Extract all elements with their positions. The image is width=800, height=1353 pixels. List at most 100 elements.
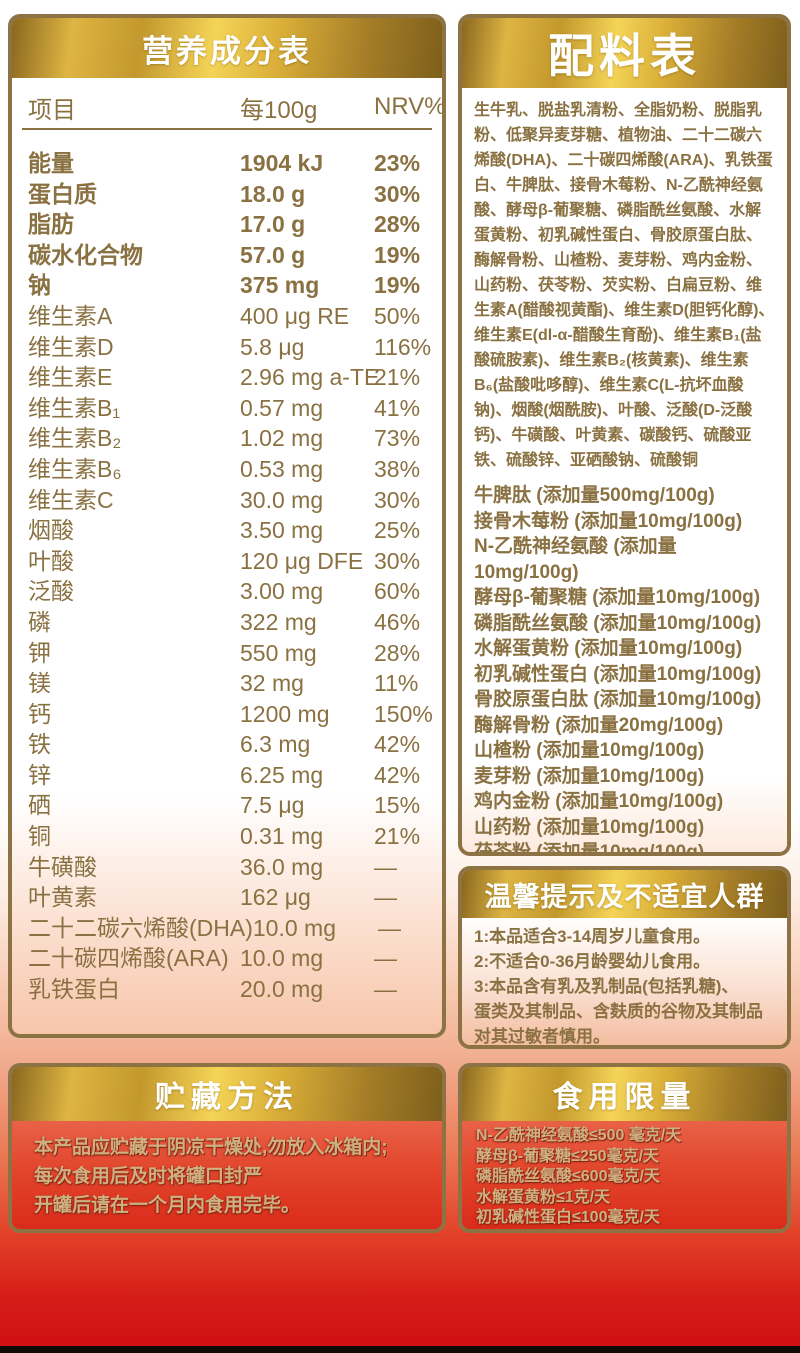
- limits-line: 磷脂酰丝氨酸≤600毫克/天: [476, 1168, 660, 1185]
- additive-line: 牛脾肽 (添加量500mg/100g): [474, 485, 715, 506]
- nutrient-nrv: 60%: [374, 578, 421, 605]
- nutrient-nrv: 11%: [374, 670, 419, 697]
- nutrition-table-row: 维生素B₁ 0.57 mg 41%: [12, 393, 442, 424]
- nutrient-name: 蛋白质: [28, 180, 97, 207]
- nutrition-table-row: 二十二碳六烯酸(DHA) 10.0 mg —: [12, 913, 442, 944]
- tips-body: 1:本品适合3-14周岁儿童食用。 2:不适合0-36月龄婴幼儿食用。 3:本品…: [462, 918, 787, 1045]
- nutrient-name: 牛磺酸: [28, 853, 97, 880]
- nutrient-nrv: 23%: [374, 150, 421, 176]
- nutrient-name: 二十二碳六烯酸(DHA): [28, 914, 253, 941]
- nutrient-name: 维生素B₂: [28, 425, 122, 452]
- nutrient-name: 镁: [28, 670, 51, 697]
- nutrient-value: 1904 kJ: [240, 150, 324, 176]
- nutrient-nrv: 28%: [374, 211, 421, 238]
- nutrient-name: 二十碳四烯酸(ARA): [28, 945, 229, 972]
- limits-line: 水解蛋黄粉≤1克/天: [476, 1188, 611, 1206]
- nutrient-nrv: 42%: [374, 761, 421, 788]
- nutrient-value: 30.0 mg: [240, 486, 324, 513]
- nutrient-name: 磷: [28, 608, 51, 635]
- column-header-item: 项目: [28, 96, 76, 124]
- nutrient-value: 18.0 g: [240, 180, 306, 207]
- tips-panel: 温馨提示及不适宜人群 1:本品适合3-14周岁儿童食用。 2:不适合0-36月龄…: [458, 866, 791, 1049]
- additive-line: N-乙酰神经氨酸 (添加量10mg/100g): [474, 536, 677, 583]
- tips-line: 对其过敏者慎用。: [474, 1027, 610, 1046]
- nutrition-table-row: 叶酸 120 μg DFE 30%: [12, 546, 442, 577]
- nutrient-value: 6.25 mg: [240, 761, 324, 788]
- nutrient-nrv: 19%: [374, 241, 421, 268]
- nutrient-nrv: 116%: [374, 333, 432, 360]
- tips-title: 温馨提示及不适宜人群: [484, 881, 765, 912]
- nutrition-facts-title: 营养成分表: [142, 33, 312, 69]
- nutrient-name: 乳铁蛋白: [28, 976, 120, 1003]
- nutrient-name: 维生素B₆: [28, 455, 122, 482]
- limits-title: 食用限量: [552, 1081, 697, 1114]
- nutrition-table-header-row: 项目 每100g NRV%: [12, 90, 442, 124]
- nutrient-name: 泛酸: [28, 578, 74, 605]
- nutrient-nrv: 73%: [374, 425, 421, 452]
- nutrition-table-row: 碳水化合物 57.0 g 19%: [12, 240, 442, 271]
- nutrition-table-row: 乳铁蛋白 20.0 mg —: [12, 974, 442, 1005]
- nutrition-table-row: 铜 0.31 mg 21%: [12, 821, 442, 852]
- additive-line: 酵母β-葡聚糖 (添加量10mg/100g): [474, 587, 761, 608]
- nutrient-value: 36.0 mg: [240, 853, 324, 880]
- nutrient-value: 6.3 mg: [240, 731, 311, 758]
- additive-line: 磷脂酰丝氨酸 (添加量10mg/100g): [474, 612, 762, 634]
- ingredients-panel: 配料表 生牛乳、脱盐乳清粉、全脂奶粉、脱脂乳粉、低聚异麦芽糖、植物油、二十二碳六…: [458, 14, 791, 856]
- nutrient-nrv: 25%: [374, 517, 421, 544]
- nutrition-table-row: 烟酸 3.50 mg 25%: [12, 515, 442, 546]
- tips-header: 温馨提示及不适宜人群: [462, 870, 787, 918]
- nutrient-value: 3.00 mg: [240, 578, 324, 605]
- nutrition-table-row: 脂肪 17.0 g 28%: [12, 209, 442, 240]
- limits-line: 初乳碱性蛋白≤100毫克/天: [476, 1209, 660, 1226]
- nutrient-name: 维生素D: [28, 333, 114, 360]
- nutrient-nrv: —: [374, 884, 397, 911]
- limits-line: 酵母β-葡聚糖≤250毫克/天: [476, 1147, 660, 1165]
- column-header-nrv: NRV%: [374, 93, 446, 120]
- nutrition-table-row: 锌 6.25 mg 42%: [12, 760, 442, 791]
- nutrient-name: 钠: [28, 272, 51, 299]
- nutrient-value: 0.57 mg: [240, 394, 324, 421]
- nutrition-table-row: 蛋白质 18.0 g 30%: [12, 179, 442, 210]
- additive-line: 接骨木莓粉 (添加量10mg/100g): [474, 510, 743, 532]
- nutrient-value: 375 mg: [240, 272, 320, 299]
- nutrition-table-body: 能量 1904 kJ 23% 蛋白质 18.0 g 30% 脂肪 17.0 g …: [12, 148, 442, 1005]
- nutrition-table-row: 钙 1200 mg 150%: [12, 699, 442, 730]
- limits-panel: 食用限量 N-乙酰神经氨酸≤500 毫克/天 酵母β-葡聚糖≤250毫克/天 磷…: [458, 1063, 791, 1233]
- nutrient-value: 1.02 mg: [240, 425, 324, 452]
- additive-line: 水解蛋黄粉 (添加量10mg/100g): [474, 638, 743, 659]
- nutrient-name: 锌: [28, 761, 51, 788]
- nutrient-nrv: 30%: [374, 547, 421, 574]
- nutrient-value: 322 mg: [240, 608, 317, 635]
- nutrition-table-row: 维生素E 2.96 mg a-TE 21%: [12, 362, 442, 393]
- tips-line: 3:本品含有乳及乳制品(包括乳糖)、: [474, 977, 739, 996]
- ingredients-text: 生牛乳、脱盐乳清粉、全脂奶粉、脱脂乳粉、低聚异麦芽糖、植物油、二十二碳六烯酸(D…: [474, 102, 775, 469]
- nutrient-name: 维生素C: [28, 486, 114, 513]
- nutrient-value: 32 mg: [240, 670, 304, 697]
- nutrient-value: 17.0 g: [240, 211, 306, 238]
- limits-body: N-乙酰神经氨酸≤500 毫克/天 酵母β-葡聚糖≤250毫克/天 磷脂酰丝氨酸…: [462, 1121, 787, 1229]
- storage-header: 贮藏方法: [12, 1067, 442, 1121]
- nutrient-nrv: —: [377, 914, 401, 941]
- storage-line: 每次食用后及时将罐口封严: [34, 1166, 263, 1187]
- tips-line: 蛋类及其制品、含麸质的谷物及其制品: [474, 1002, 763, 1021]
- nutrient-value: 10.0 mg: [240, 945, 324, 972]
- nutrient-name: 叶酸: [28, 547, 74, 574]
- nutrition-facts-body: 项目 每100g NRV% 能量 1904 kJ 23% 蛋白质 18.0 g …: [12, 90, 442, 1034]
- nutrient-value: 1200 mg: [240, 700, 330, 727]
- nutrition-table-row: 维生素C 30.0 mg 30%: [12, 485, 442, 516]
- nutrient-value: 0.53 mg: [240, 455, 324, 482]
- nutrient-value: 550 mg: [240, 639, 317, 666]
- nutrient-name: 烟酸: [28, 517, 74, 544]
- nutrient-name: 能量: [28, 150, 74, 176]
- nutrient-name: 维生素B₁: [28, 394, 121, 421]
- nutrient-name: 脂肪: [28, 211, 74, 238]
- storage-panel: 贮藏方法 本产品应贮藏于阴凉干燥处,勿放入冰箱内; 每次食用后及时将罐口封严 开…: [8, 1063, 446, 1233]
- nutrition-table-row: 维生素B₆ 0.53 mg 38%: [12, 454, 442, 485]
- nutrient-name: 钙: [28, 700, 51, 727]
- nutrition-table-row: 维生素B₂ 1.02 mg 73%: [12, 423, 442, 454]
- nutrition-table-row: 磷 322 mg 46%: [12, 607, 442, 638]
- additive-line: 初乳碱性蛋白 (添加量10mg/100g): [474, 663, 762, 685]
- nutrient-nrv: 46%: [374, 608, 421, 635]
- nutrition-table-row: 二十碳四烯酸(ARA) 10.0 mg —: [12, 943, 442, 974]
- nutrient-name: 碳水化合物: [28, 241, 143, 268]
